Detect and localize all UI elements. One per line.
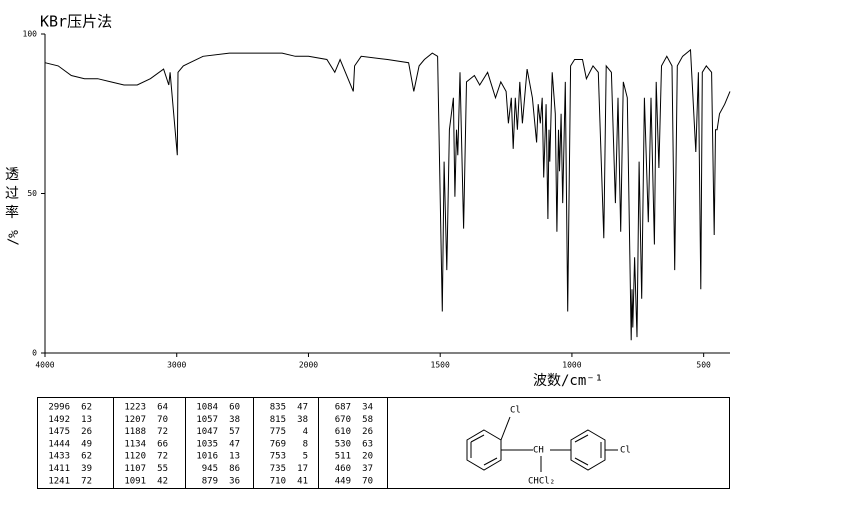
peak-wavenumber: 1057: [196, 415, 218, 425]
peak-wavenumber: 945: [202, 464, 218, 474]
peak-transmittance: 49: [81, 439, 92, 449]
peak-wavenumber: 449: [335, 476, 351, 486]
x-tick-label: 3000: [167, 361, 186, 370]
y-axis-label: 过: [5, 186, 19, 202]
peak-wavenumber: 1035: [196, 439, 218, 449]
y-tick-label: 100: [23, 30, 38, 39]
peak-transmittance: 37: [362, 464, 373, 474]
peak-wavenumber: 2996: [48, 403, 70, 413]
peak-transmittance: 70: [157, 415, 168, 425]
peak-wavenumber: 879: [202, 476, 218, 486]
peak-wavenumber: 1444: [48, 439, 70, 449]
y-axis-label: 率: [5, 204, 19, 221]
peak-transmittance: 5: [303, 452, 308, 462]
peak-transmittance: 41: [297, 476, 308, 486]
peak-wavenumber: 1207: [124, 415, 146, 425]
y-tick-label: 50: [27, 189, 37, 198]
peak-wavenumber: 1241: [48, 476, 70, 486]
peak-transmittance: 42: [157, 476, 168, 486]
x-tick-label: 1500: [431, 361, 450, 370]
peak-wavenumber: 753: [270, 452, 286, 462]
peak-transmittance: 13: [229, 452, 240, 462]
peak-wavenumber: 460: [335, 464, 351, 474]
peak-transmittance: 72: [81, 476, 92, 486]
peak-transmittance: 47: [297, 403, 308, 413]
peak-transmittance: 72: [157, 427, 168, 437]
y-tick-label: 0: [32, 349, 37, 358]
structure-label: CH: [533, 446, 544, 456]
peak-transmittance: 36: [229, 476, 240, 486]
y-axis-unit: %/: [5, 230, 20, 246]
peak-transmittance: 70: [362, 476, 373, 486]
peak-transmittance: 13: [81, 415, 92, 425]
peak-wavenumber: 1223: [124, 403, 146, 413]
peak-transmittance: 72: [157, 452, 168, 462]
peak-transmittance: 62: [81, 403, 92, 413]
spectrum-line: [44, 48, 731, 341]
peak-transmittance: 17: [297, 464, 308, 474]
structure-label: Cl: [620, 446, 631, 456]
peak-wavenumber: 1188: [124, 427, 146, 437]
peak-wavenumber: 530: [335, 439, 351, 449]
peak-wavenumber: 1084: [196, 403, 218, 413]
peak-wavenumber: 815: [270, 415, 286, 425]
structure-label: CHCl₂: [528, 477, 555, 487]
peak-transmittance: 38: [297, 415, 308, 425]
peak-wavenumber: 710: [270, 476, 286, 486]
peak-wavenumber: 1047: [196, 427, 218, 437]
chart-title: KBr压片法: [40, 13, 112, 31]
peak-wavenumber: 1134: [124, 439, 146, 449]
peak-transmittance: 62: [81, 452, 92, 462]
peak-wavenumber: 610: [335, 427, 351, 437]
peak-wavenumber: 1091: [124, 476, 146, 486]
x-axis-label: 波数/cm⁻¹: [533, 373, 603, 389]
structure-label: Cl: [510, 406, 521, 416]
peak-transmittance: 66: [157, 439, 168, 449]
peak-transmittance: 20: [362, 452, 373, 462]
peak-transmittance: 63: [362, 439, 373, 449]
peak-wavenumber: 735: [270, 464, 286, 474]
peak-wavenumber: 775: [270, 427, 286, 437]
peak-transmittance: 38: [229, 415, 240, 425]
peak-wavenumber: 1016: [196, 452, 218, 462]
table-frame: [37, 397, 730, 489]
structure-drawing: [466, 416, 618, 472]
peak-transmittance: 57: [229, 427, 240, 437]
peak-transmittance: 64: [157, 403, 168, 413]
peak-transmittance: 39: [81, 464, 92, 474]
peak-wavenumber: 769: [270, 439, 286, 449]
peak-wavenumber: 687: [335, 403, 351, 413]
peak-transmittance: 60: [229, 403, 240, 413]
peak-transmittance: 58: [362, 415, 373, 425]
peak-wavenumber: 670: [335, 415, 351, 425]
peak-transmittance: 4: [303, 427, 308, 437]
peak-wavenumber: 1475: [48, 427, 70, 437]
peak-transmittance: 86: [229, 464, 240, 474]
peak-transmittance: 55: [157, 464, 168, 474]
x-tick-label: 4000: [35, 361, 54, 370]
peak-wavenumber: 1433: [48, 452, 70, 462]
peak-wavenumber: 1120: [124, 452, 146, 462]
peak-transmittance: 34: [362, 403, 373, 413]
y-axis-label: 透: [5, 167, 19, 183]
peak-wavenumber: 511: [335, 452, 351, 462]
peak-wavenumber: 1107: [124, 464, 146, 474]
x-tick-label: 2000: [299, 361, 318, 370]
peak-transmittance: 47: [229, 439, 240, 449]
peak-wavenumber: 1492: [48, 415, 70, 425]
peak-transmittance: 8: [303, 439, 308, 449]
peak-transmittance: 26: [362, 427, 373, 437]
x-tick-label: 1000: [562, 361, 581, 370]
peak-transmittance: 26: [81, 427, 92, 437]
x-tick-label: 500: [696, 361, 711, 370]
peak-wavenumber: 835: [270, 403, 286, 413]
peak-wavenumber: 1411: [48, 464, 70, 474]
